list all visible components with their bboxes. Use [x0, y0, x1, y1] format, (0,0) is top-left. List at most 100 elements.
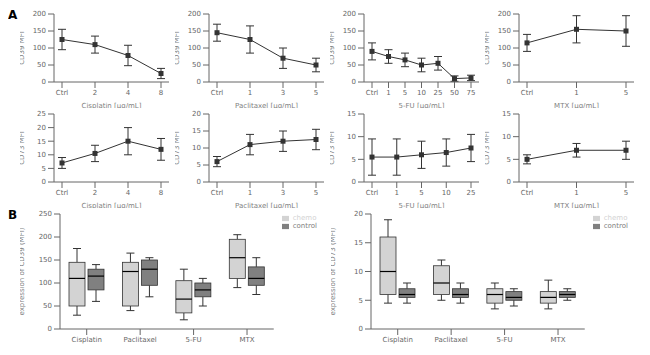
svg-text:5: 5: [314, 89, 318, 97]
svg-text:CD39 MFI: CD39 MFI: [485, 31, 491, 65]
svg-text:200: 200: [33, 10, 46, 18]
svg-text:10: 10: [502, 133, 511, 141]
svg-text:250: 250: [39, 210, 52, 218]
svg-text:15: 15: [502, 110, 511, 118]
svg-text:75: 75: [467, 89, 476, 97]
svg-text:expression of CD73 (MFI): expression of CD73 (MFI): [331, 227, 337, 315]
svg-text:50: 50: [192, 61, 201, 69]
svg-text:5: 5: [352, 156, 356, 164]
svg-text:0: 0: [48, 325, 52, 333]
svg-text:expression of CD39 (MFI): expression of CD39 (MFI): [20, 227, 26, 315]
svg-text:5: 5: [419, 189, 423, 197]
svg-text:Paclitaxel: Paclitaxel: [124, 336, 157, 344]
svg-text:0: 0: [197, 178, 201, 186]
svg-text:CD39 MFI: CD39 MFI: [330, 31, 336, 65]
svg-text:5: 5: [314, 189, 318, 197]
svg-text:5: 5: [359, 297, 363, 305]
svg-text:50: 50: [450, 89, 459, 97]
svg-text:10: 10: [37, 151, 46, 159]
svg-text:150: 150: [188, 27, 201, 35]
svg-text:Ctrl: Ctrl: [56, 89, 69, 97]
svg-text:100: 100: [498, 44, 511, 52]
svg-text:Ctrl: Ctrl: [366, 89, 379, 97]
svg-text:CD73 MFI: CD73 MFI: [175, 131, 181, 165]
svg-text:2: 2: [93, 89, 97, 97]
svg-text:200: 200: [39, 233, 52, 241]
svg-text:150: 150: [498, 27, 511, 35]
svg-text:Cisplatin [µg/mL]: Cisplatin [µg/mL]: [82, 202, 142, 208]
svg-text:5-FU: 5-FU: [497, 336, 513, 344]
svg-text:0: 0: [352, 178, 356, 186]
svg-text:Ctrl: Ctrl: [211, 189, 224, 197]
svg-text:1: 1: [574, 89, 578, 97]
svg-text:100: 100: [343, 44, 356, 52]
svg-text:5: 5: [42, 165, 46, 173]
svg-text:25: 25: [434, 89, 443, 97]
svg-text:5: 5: [624, 89, 628, 97]
svg-text:10: 10: [354, 268, 363, 276]
svg-text:50: 50: [502, 61, 511, 69]
svg-text:5: 5: [624, 189, 628, 197]
svg-text:Ctrl: Ctrl: [211, 89, 224, 97]
svg-text:15: 15: [192, 127, 201, 135]
svg-text:15: 15: [347, 110, 356, 118]
svg-text:100: 100: [39, 279, 52, 287]
svg-text:15: 15: [354, 239, 363, 247]
svg-text:20: 20: [192, 110, 201, 118]
svg-text:0: 0: [352, 78, 356, 86]
svg-text:2: 2: [93, 189, 97, 197]
svg-text:Paclitaxel [µg/mL]: Paclitaxel [µg/mL]: [235, 202, 298, 208]
svg-text:Ctrl: Ctrl: [521, 89, 534, 97]
svg-text:CD73 MFI: CD73 MFI: [330, 131, 336, 165]
svg-text:CD73 MFI: CD73 MFI: [485, 131, 491, 165]
svg-text:5: 5: [507, 156, 511, 164]
svg-text:Ctrl: Ctrl: [56, 189, 69, 197]
svg-text:10: 10: [347, 133, 356, 141]
svg-text:Cisplatin: Cisplatin: [383, 336, 413, 344]
svg-text:10: 10: [442, 189, 451, 197]
svg-text:0: 0: [42, 78, 46, 86]
svg-text:10: 10: [192, 144, 201, 152]
svg-text:100: 100: [188, 44, 201, 52]
svg-text:50: 50: [347, 61, 356, 69]
svg-text:5-FU: 5-FU: [186, 336, 202, 344]
svg-text:0: 0: [197, 78, 201, 86]
svg-text:100: 100: [33, 44, 46, 52]
svg-text:CD73 MFI: CD73 MFI: [20, 131, 26, 165]
svg-text:50: 50: [43, 302, 52, 310]
svg-text:25: 25: [37, 110, 46, 118]
svg-text:0: 0: [42, 178, 46, 186]
svg-text:8: 8: [159, 189, 163, 197]
svg-text:4: 4: [126, 189, 131, 197]
svg-text:150: 150: [343, 27, 356, 35]
svg-text:8: 8: [159, 89, 163, 97]
svg-text:150: 150: [39, 256, 52, 264]
svg-text:0: 0: [507, 178, 511, 186]
svg-text:4: 4: [126, 89, 131, 97]
svg-text:Cisplatin: Cisplatin: [72, 336, 102, 344]
svg-text:200: 200: [498, 10, 511, 18]
svg-text:1: 1: [248, 189, 252, 197]
svg-text:CD39 MFI: CD39 MFI: [20, 31, 26, 65]
svg-text:150: 150: [33, 27, 46, 35]
svg-text:5-FU [µg/mL]: 5-FU [µg/mL]: [399, 102, 445, 108]
svg-text:MTX: MTX: [239, 336, 254, 344]
svg-text:0: 0: [507, 78, 511, 86]
svg-text:5-FU [µg/mL]: 5-FU [µg/mL]: [399, 202, 445, 208]
svg-text:0: 0: [359, 325, 363, 333]
svg-text:Paclitaxel [µg/mL]: Paclitaxel [µg/mL]: [235, 102, 298, 108]
svg-text:5: 5: [403, 89, 407, 97]
svg-text:15: 15: [37, 138, 46, 146]
svg-text:MTX [µg/mL]: MTX [µg/mL]: [554, 102, 599, 108]
svg-text:Ctrl: Ctrl: [521, 189, 534, 197]
svg-text:1: 1: [574, 189, 578, 197]
svg-text:3: 3: [281, 189, 285, 197]
svg-text:20: 20: [37, 124, 46, 132]
svg-text:MTX: MTX: [550, 336, 565, 344]
svg-text:10: 10: [417, 89, 426, 97]
svg-text:CD39 MFI: CD39 MFI: [175, 31, 181, 65]
svg-text:1: 1: [248, 89, 252, 97]
svg-text:5: 5: [197, 161, 201, 169]
svg-text:MTX [µg/mL]: MTX [µg/mL]: [554, 202, 599, 208]
svg-text:200: 200: [343, 10, 356, 18]
